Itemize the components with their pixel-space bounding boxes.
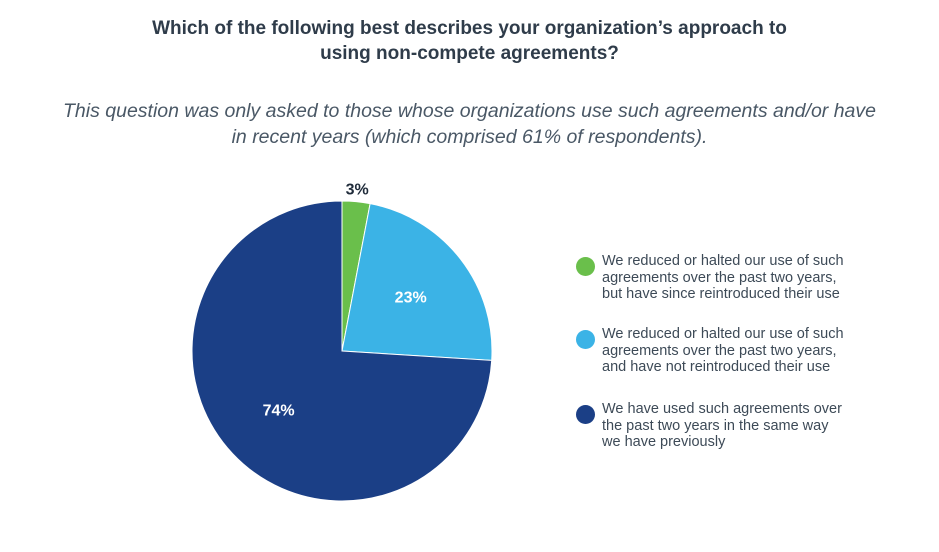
data-label-not-reintroduced: 23% — [395, 290, 427, 307]
chart-subtitle-line-1: This question was only asked to those wh… — [63, 100, 876, 122]
legend-label-reintroduced: We reduced or halted our use of such agr… — [602, 253, 844, 302]
chart-title-line-1: Which of the following best describes yo… — [152, 18, 787, 39]
legend-item-not-reintroduced: We reduced or halted our use of such agr… — [576, 326, 844, 376]
legend-item-reintroduced: We reduced or halted our use of such agr… — [576, 253, 844, 303]
pie-slices — [191, 200, 493, 502]
chart-subtitle: This question was only asked to those wh… — [0, 98, 939, 150]
legend-label-same-way: We have used such agreements over the pa… — [602, 401, 842, 450]
data-label-same-way: 74% — [263, 403, 295, 420]
pie-slice-same-way — [191, 200, 493, 502]
legend-swatch-green — [576, 257, 595, 276]
legend-swatch-dark-blue — [576, 405, 595, 424]
legend-label-not-reintroduced: We reduced or halted our use of such agr… — [602, 326, 844, 375]
chart-subtitle-line-2: in recent years (which comprised 61% of … — [231, 126, 708, 148]
chart-title: Which of the following best describes yo… — [0, 16, 939, 66]
legend-swatch-light-blue — [576, 330, 595, 349]
pie-slice-not-reintroduced — [341, 203, 493, 361]
data-label-reintroduced: 3% — [346, 182, 369, 199]
legend-item-same-way: We have used such agreements over the pa… — [576, 401, 842, 451]
pie-data-labels: 3% 23% 74% — [263, 182, 427, 420]
chart-title-line-2: using non-compete agreements? — [320, 43, 619, 64]
